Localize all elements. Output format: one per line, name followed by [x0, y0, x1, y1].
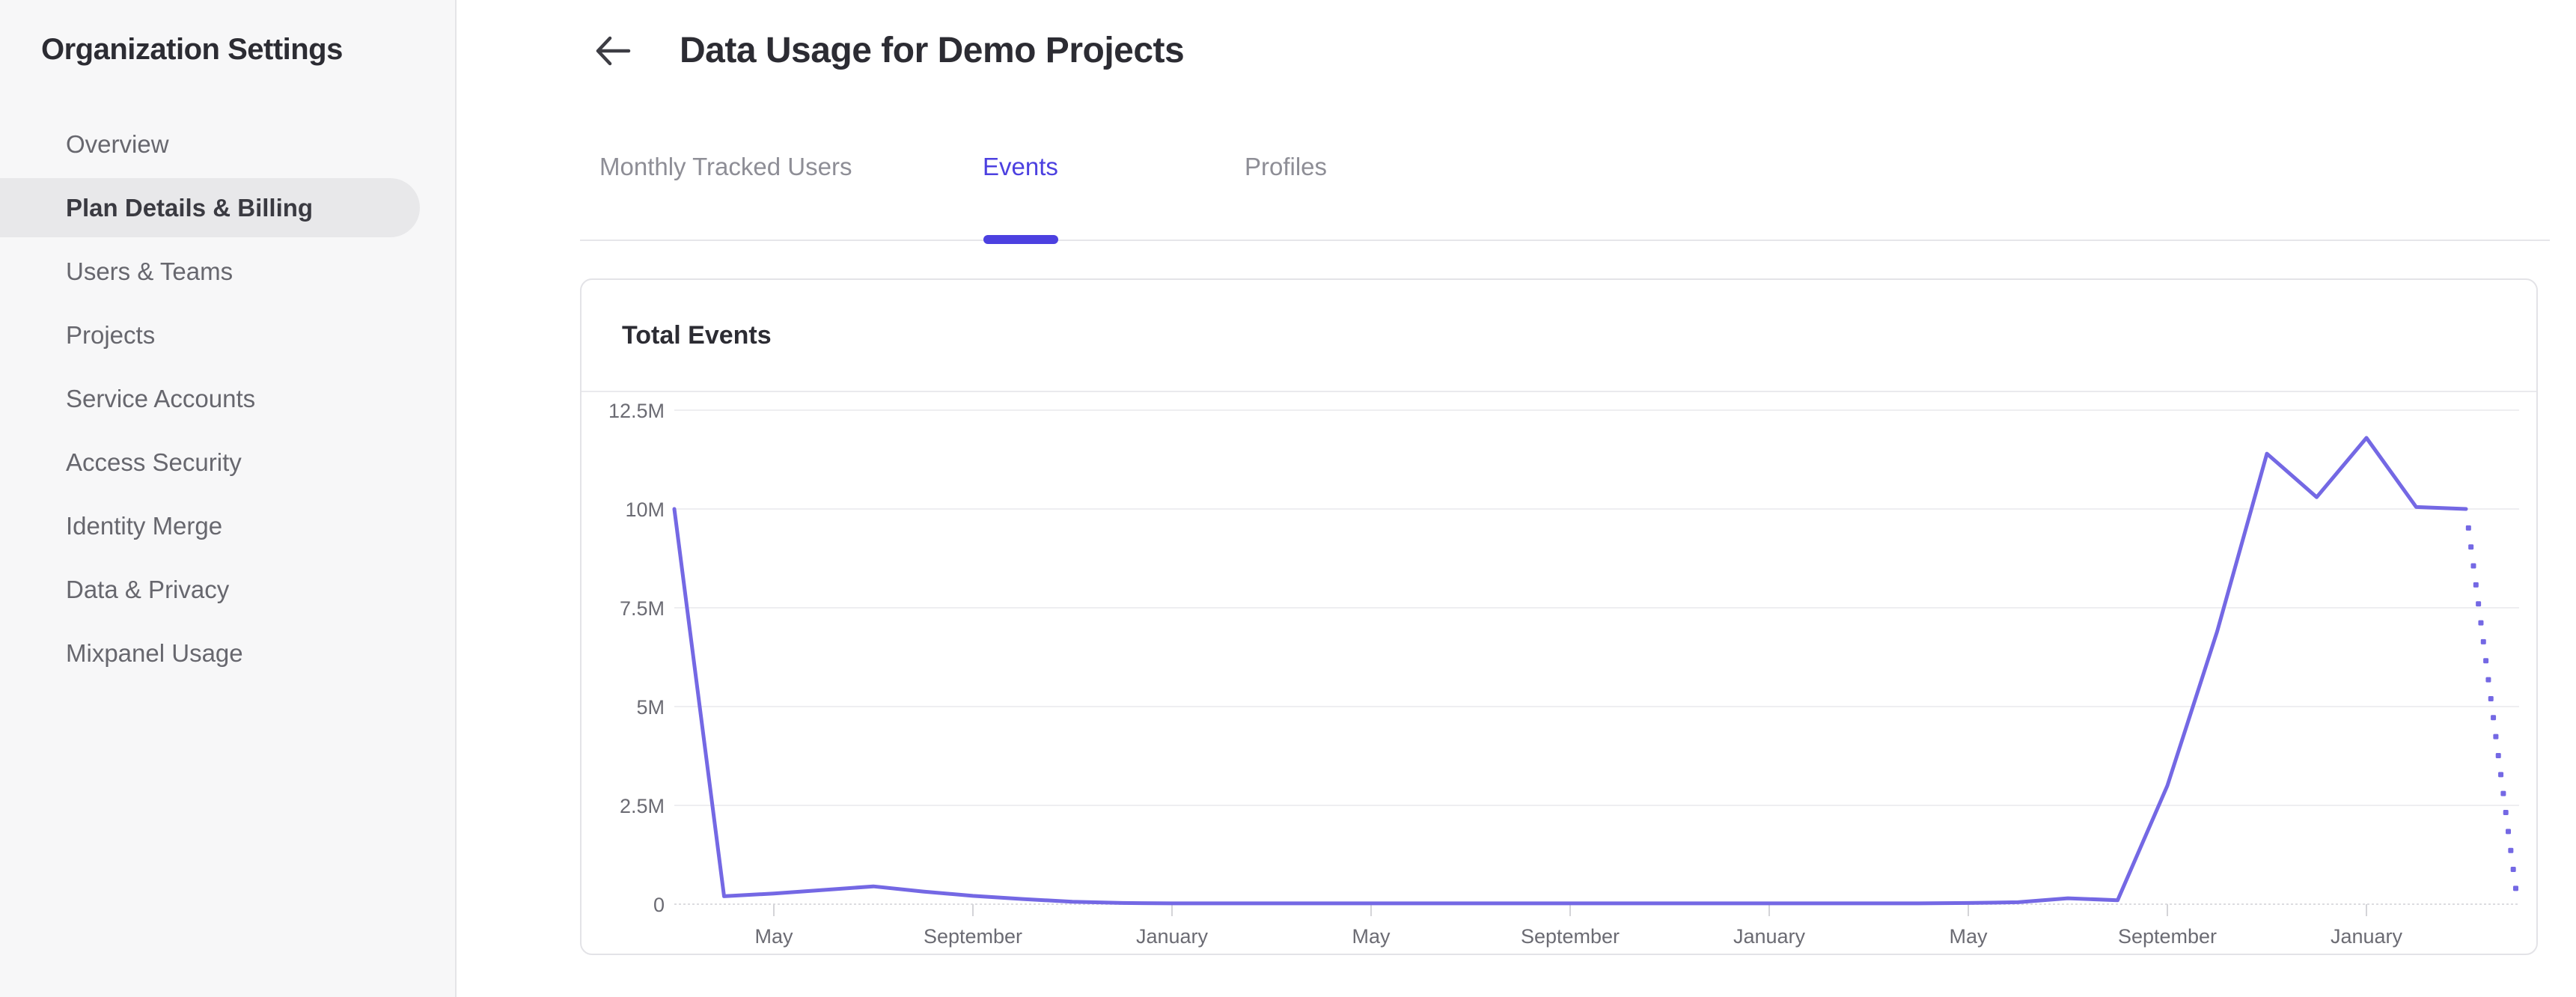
projection-dot — [2468, 544, 2474, 550]
sidebar-item-label: Projects — [66, 320, 156, 349]
active-tab-underline — [983, 235, 1058, 244]
card-header: Total Events — [582, 280, 2536, 392]
projection-dot — [2473, 582, 2479, 588]
page-title: Data Usage for Demo Projects — [680, 31, 1185, 70]
sidebar-item-label: Plan Details & Billing — [66, 193, 314, 222]
sidebar-item-mixpanel-usage[interactable]: Mixpanel Usage — [0, 621, 457, 685]
sidebar-item-label: Access Security — [66, 448, 242, 476]
y-axis-label: 12.5M — [608, 400, 665, 422]
tab-bar: Monthly Tracked Users Events Profiles — [580, 135, 2550, 244]
total-events-card: Total Events 0 2.5M 5M 7.5M 10M 12.5M May Septe… — [580, 278, 2538, 955]
x-axis-label: September — [1521, 925, 1620, 948]
card-title: Total Events — [622, 320, 772, 350]
sidebar-item-label: Service Accounts — [66, 384, 256, 412]
sidebar-item-label: Overview — [66, 129, 169, 158]
projection-dot — [2508, 847, 2514, 853]
x-axis-label: January — [2331, 925, 2403, 948]
projection-dot — [2485, 677, 2491, 683]
sidebar-item-label: Users & Teams — [66, 257, 234, 285]
y-axis-label: 10M — [625, 498, 665, 521]
projection-dot — [2506, 829, 2512, 835]
x-axis-label: May — [1949, 925, 1988, 948]
y-axis-label: 7.5M — [620, 597, 665, 620]
tab-profiles[interactable]: Profiles — [1245, 153, 1328, 180]
projection-dot — [2500, 790, 2506, 796]
x-axis-label: September — [924, 925, 1022, 948]
x-axis-label: January — [1136, 925, 1209, 948]
projection-dot — [2465, 525, 2471, 531]
x-axis-label: May — [1352, 925, 1391, 948]
y-axis-label: 0 — [653, 894, 665, 916]
sidebar: Organization Settings Overview Plan Detai… — [0, 0, 457, 997]
sidebar-item-label: Data & Privacy — [66, 575, 230, 603]
sidebar-item-access-security[interactable]: Access Security — [0, 430, 457, 494]
x-axis-label: May — [754, 925, 793, 948]
sidebar-item-identity-merge[interactable]: Identity Merge — [0, 494, 457, 558]
y-axis-label: 5M — [636, 696, 665, 719]
sidebar-title: Organization Settings — [41, 33, 343, 66]
sidebar-item-service-accounts[interactable]: Service Accounts — [0, 367, 457, 430]
tab-monthly-tracked-users[interactable]: Monthly Tracked Users — [599, 153, 852, 180]
x-axis-label: September — [2118, 925, 2217, 948]
projection-dot — [2478, 620, 2484, 626]
projection-dot — [2503, 810, 2509, 816]
sidebar-item-plan-details-billing[interactable]: Plan Details & Billing — [0, 176, 457, 240]
total-events-chart[interactable]: 0 2.5M 5M 7.5M 10M 12.5M May September January Ma… — [582, 392, 2536, 954]
tab-events[interactable]: Events — [983, 153, 1058, 180]
back-button[interactable] — [590, 30, 634, 73]
projection-dot — [2513, 885, 2518, 891]
projection-dot — [2495, 752, 2501, 758]
projection-dot — [2493, 734, 2499, 740]
projection-dot — [2470, 563, 2476, 569]
projection-dot — [2483, 658, 2489, 664]
sidebar-item-projects[interactable]: Projects — [0, 303, 457, 367]
sidebar-item-label: Mixpanel Usage — [66, 638, 243, 667]
projection-dot — [2498, 772, 2504, 778]
projection-dot — [2476, 601, 2482, 607]
events-line — [672, 436, 2468, 906]
projection-dot — [2488, 695, 2494, 701]
sidebar-item-data-privacy[interactable]: Data & Privacy — [0, 558, 457, 621]
projection-dot — [2491, 715, 2497, 721]
projection-dot — [2480, 638, 2486, 644]
projection-dot — [2510, 867, 2516, 873]
sidebar-item-users-teams[interactable]: Users & Teams — [0, 240, 457, 303]
x-axis-label: January — [1733, 925, 1806, 948]
back-arrow-icon — [591, 30, 633, 74]
sidebar-nav: Overview Plan Details & Billing Users & Te… — [0, 112, 457, 685]
sidebar-item-overview[interactable]: Overview — [0, 112, 457, 176]
sidebar-item-label: Identity Merge — [66, 511, 223, 540]
y-axis-label: 2.5M — [620, 795, 665, 817]
